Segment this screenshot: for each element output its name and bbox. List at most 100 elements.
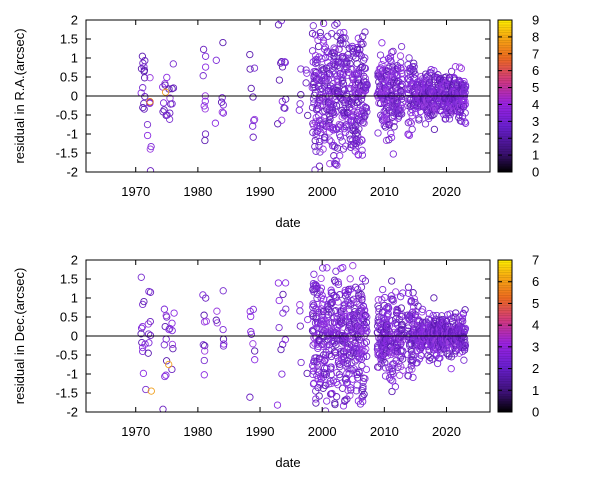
scatter-points	[137, 20, 470, 172]
data-point	[144, 349, 152, 357]
data-point	[353, 59, 361, 68]
data-point	[318, 291, 326, 300]
colorbar-tick-label: 3	[532, 339, 539, 354]
data-point	[312, 282, 320, 290]
data-point	[332, 307, 340, 315]
data-point	[384, 55, 393, 63]
data-point	[279, 290, 287, 299]
y-tick-label: 0.5	[60, 310, 78, 325]
data-point	[274, 279, 283, 287]
data-point	[394, 64, 402, 72]
data-point	[316, 287, 325, 295]
y-tick-label: 0.5	[60, 70, 78, 85]
data-point	[312, 105, 321, 113]
data-point	[246, 50, 254, 59]
data-point	[218, 94, 226, 102]
data-point	[460, 356, 468, 364]
data-point	[144, 330, 153, 338]
data-point	[332, 349, 340, 357]
data-point	[387, 48, 396, 56]
data-point	[137, 324, 146, 332]
data-point	[159, 405, 167, 412]
data-point	[339, 263, 347, 272]
data-point	[162, 371, 170, 379]
y-axis-label: residual in Dec.(arcsec)	[12, 268, 27, 405]
data-point	[145, 339, 153, 347]
data-point	[139, 369, 148, 378]
data-point	[328, 298, 337, 307]
data-point	[359, 32, 367, 41]
data-point	[339, 70, 348, 78]
data-point	[461, 84, 469, 93]
data-point	[311, 136, 319, 145]
data-point	[347, 112, 356, 120]
data-point	[359, 382, 367, 391]
data-point	[359, 40, 367, 48]
data-point	[388, 277, 396, 285]
data-point	[350, 108, 358, 116]
data-point	[461, 83, 470, 91]
x-tick-label: 1990	[246, 184, 275, 199]
data-point	[360, 306, 368, 315]
data-point	[250, 116, 258, 125]
data-point	[333, 327, 341, 335]
data-point	[317, 274, 325, 283]
colorbar-tick-label: 6	[532, 274, 539, 289]
data-point	[404, 289, 413, 297]
data-point	[410, 59, 418, 67]
data-point	[334, 78, 343, 86]
y-tick-label: -0.5	[56, 348, 78, 363]
data-point	[311, 51, 320, 60]
data-point	[302, 79, 310, 87]
data-point	[337, 264, 345, 273]
data-point	[399, 347, 407, 355]
data-point	[348, 366, 356, 374]
data-point	[336, 152, 344, 160]
colorbar-tick-label: 5	[532, 80, 539, 95]
data-point	[146, 288, 155, 296]
data-point	[332, 393, 341, 401]
data-point	[396, 106, 405, 114]
data-point	[146, 331, 155, 340]
data-point	[202, 317, 210, 325]
data-point	[335, 370, 344, 379]
data-point	[461, 100, 469, 109]
y-tick-label: 2	[71, 253, 78, 268]
colorbar-gradient	[497, 259, 513, 413]
data-point	[383, 86, 391, 94]
data-point	[349, 375, 357, 383]
data-point	[389, 47, 397, 56]
data-point	[387, 129, 395, 137]
data-point	[357, 333, 365, 341]
data-point	[138, 338, 146, 347]
data-point	[219, 38, 227, 47]
colorbar-tick-label: 7	[532, 46, 539, 61]
data-point	[355, 76, 363, 84]
data-point	[212, 316, 220, 324]
data-point	[348, 297, 356, 305]
data-point	[392, 288, 400, 296]
data-point	[329, 60, 337, 68]
data-point	[334, 381, 342, 389]
data-point	[332, 160, 340, 168]
data-point	[251, 347, 259, 355]
data-point	[250, 64, 259, 72]
data-point	[411, 70, 419, 78]
data-point	[165, 250, 171, 256]
data-point	[447, 365, 455, 373]
data-point	[218, 108, 226, 116]
data-point	[342, 54, 350, 62]
data-point	[308, 361, 317, 370]
data-point	[451, 313, 459, 321]
data-point	[404, 283, 413, 291]
data-point	[139, 103, 147, 112]
data-point	[303, 369, 311, 378]
data-point	[165, 325, 173, 334]
data-point	[277, 58, 286, 66]
data-point	[341, 312, 349, 321]
data-point	[410, 295, 419, 303]
y-tick-label: -2	[66, 165, 78, 180]
colorbar: 0 1 2 3 4 5 6 7 89	[497, 13, 539, 180]
data-point	[338, 137, 346, 145]
